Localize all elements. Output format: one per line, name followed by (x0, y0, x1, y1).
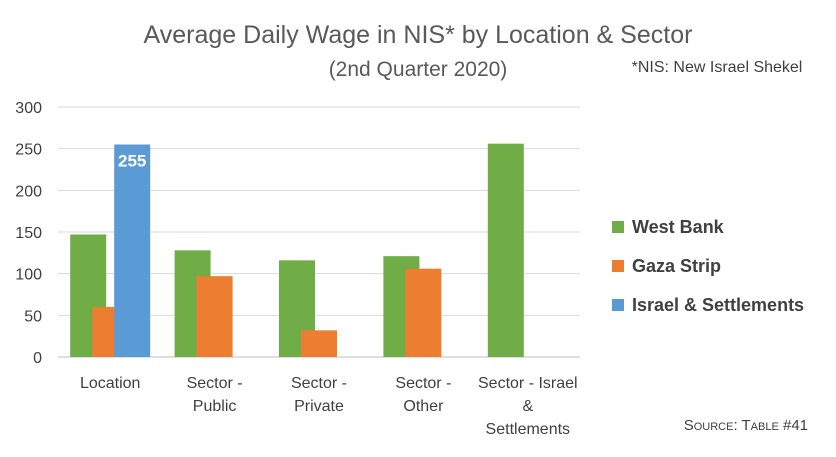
source-note: Source: Table #41 (684, 417, 808, 434)
x-category-label: Location (80, 375, 141, 392)
x-category-label: Private (294, 398, 344, 415)
legend-swatch (612, 221, 624, 233)
data-label: 255 (118, 152, 146, 171)
y-tick-label: 250 (15, 142, 42, 159)
bar-gaza-strip-1 (196, 276, 233, 357)
x-category-label: Sector - (291, 375, 347, 392)
legend-label: West Bank (632, 217, 725, 237)
chart-title: Average Daily Wage in NIS* by Location &… (144, 21, 693, 49)
bars (70, 143, 524, 357)
y-tick-label: 150 (15, 225, 42, 242)
y-tick-label: 200 (15, 183, 42, 200)
x-axis: Location Sector - Public Sector - Private Sec… (80, 375, 578, 438)
x-category-label: Sector - Israel (478, 375, 578, 392)
x-category-label: Sector - (187, 375, 243, 392)
footnote: *NIS: New Israel Shekel (632, 59, 803, 76)
legend-label: Gaza Strip (632, 256, 721, 276)
y-tick-label: 50 (24, 308, 42, 325)
legend-swatch (612, 260, 624, 272)
data-labels: 255 (118, 152, 146, 171)
legend-label: Israel & Settlements (632, 295, 804, 315)
x-category-label: Other (403, 398, 444, 415)
legend: West Bank Gaza Strip Israel & Settlements (612, 217, 804, 315)
bar-gaza-strip-2 (301, 330, 337, 357)
x-category-label: Sector - (395, 375, 451, 392)
bar-west-bank-4 (487, 143, 524, 357)
y-tick-label: 0 (33, 350, 42, 367)
bar-israel-settlements-0 (114, 144, 151, 357)
bar-gaza-strip-3 (405, 268, 442, 357)
y-tick-label: 100 (15, 267, 42, 284)
x-category-label: Settlements (486, 421, 570, 438)
legend-swatch (612, 299, 624, 311)
x-category-label: Public (193, 398, 237, 415)
y-tick-label: 300 (15, 100, 42, 117)
x-category-label: & (522, 398, 533, 415)
chart-subtitle: (2nd Quarter 2020) (329, 58, 508, 81)
y-axis: 0 50 100 150 200 250 300 (15, 100, 42, 367)
